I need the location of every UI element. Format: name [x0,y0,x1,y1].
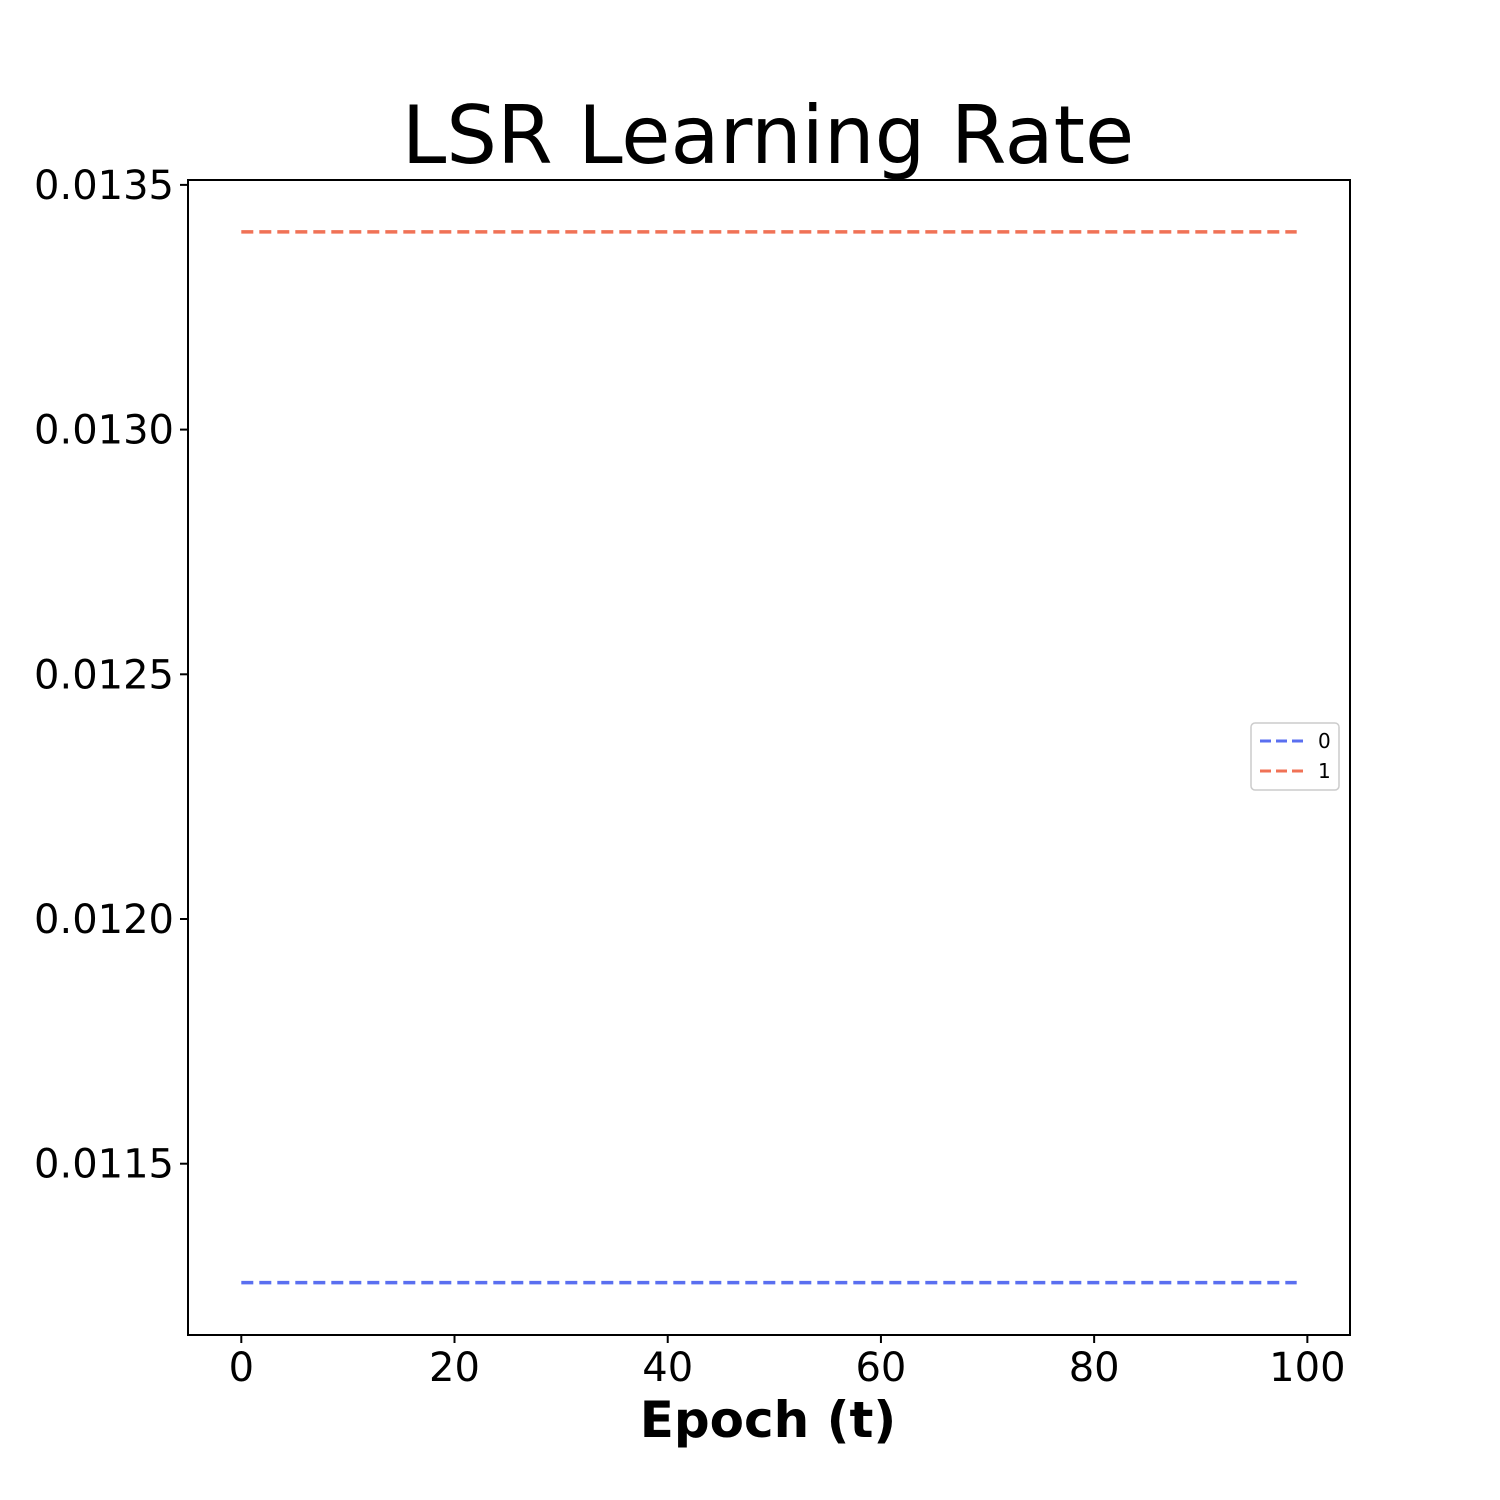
y-tick-label: 0.0120 [34,897,174,943]
chart-title: LSR Learning Rate [402,89,1135,182]
legend: 0 1 [1250,722,1340,791]
x-tick-label: 20 [429,1345,480,1391]
x-tick-label: 60 [855,1345,906,1391]
x-tick-label: 0 [229,1345,254,1391]
series-layer [241,230,1297,1285]
y-tick-label: 0.0115 [34,1142,174,1188]
x-tick-label: 80 [1069,1345,1120,1391]
y-tick-label: 0.0135 [34,163,174,209]
x-axis-label: Epoch (t) [640,1391,897,1449]
legend-label-series-0: 0 [1318,729,1331,753]
plot-frame [187,179,1351,1336]
y-axis-ticks: 0.0115 0.0120 0.0125 0.0130 0.0135 [34,163,188,1188]
x-axis-ticks: 0 20 40 60 80 100 [229,1335,1346,1391]
y-tick-label: 0.0130 [34,408,174,454]
x-tick-label: 40 [642,1345,693,1391]
legend-label-series-1: 1 [1318,759,1331,783]
y-tick-label: 0.0125 [34,652,174,698]
legend-box [1250,722,1340,791]
x-tick-label: 100 [1269,1345,1345,1391]
